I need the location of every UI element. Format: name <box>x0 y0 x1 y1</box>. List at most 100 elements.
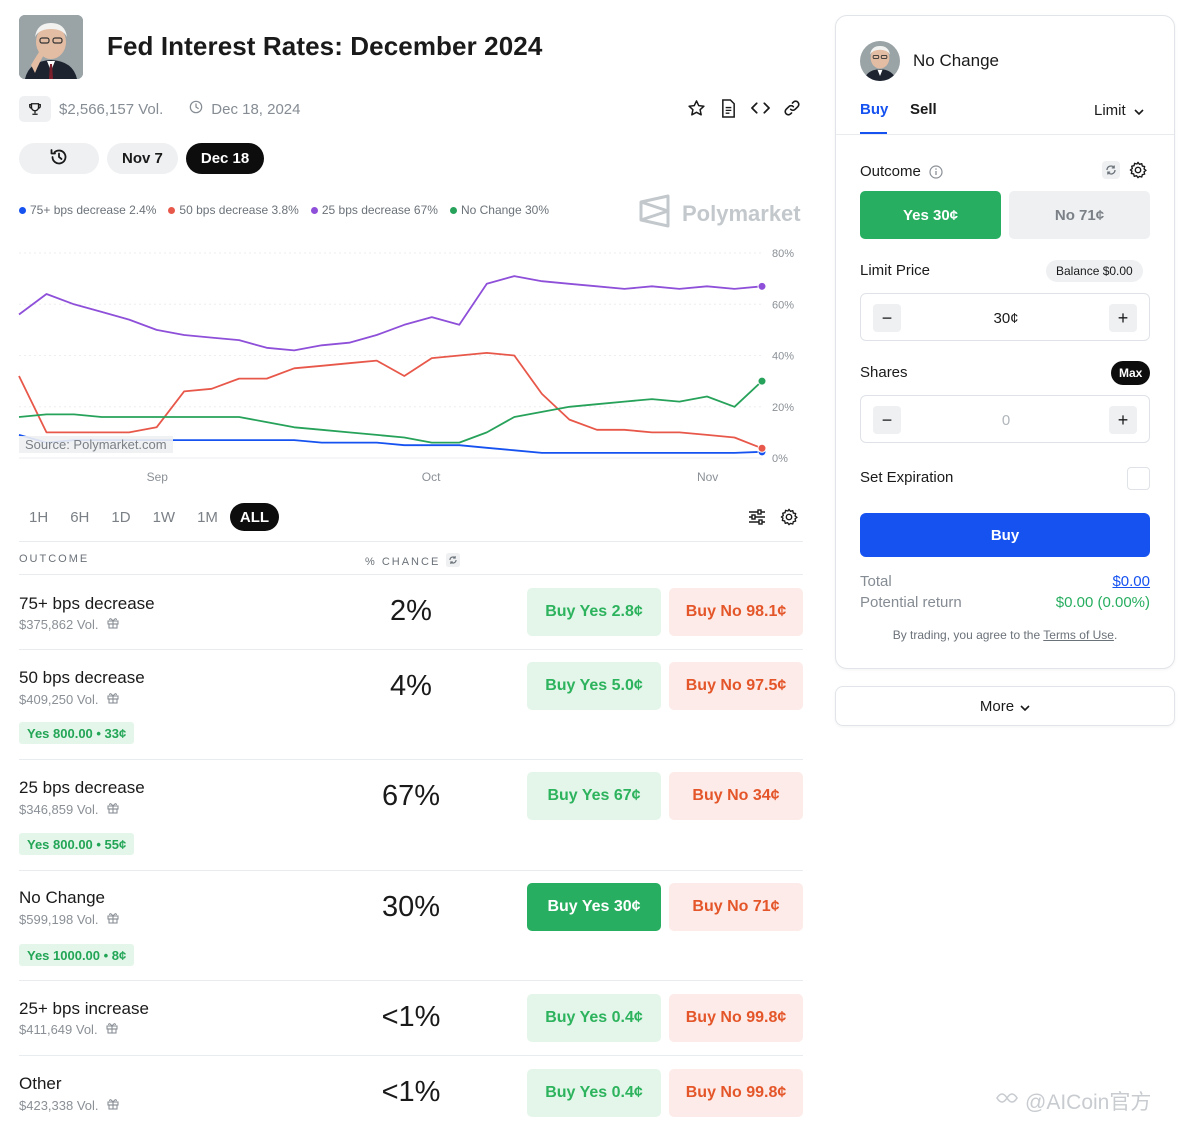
refresh-icon[interactable] <box>1102 161 1120 184</box>
tab-buy[interactable]: Buy <box>860 101 889 118</box>
date-pill-nov-7[interactable]: Nov 7 <box>107 143 178 174</box>
y-tick-label: 80% <box>772 248 794 260</box>
outcome-chance: 67% <box>381 780 441 812</box>
panel-title: No Change <box>913 51 1000 70</box>
outcome-volume: $346,859 Vol. <box>19 802 119 817</box>
decrease-price-button[interactable]: − <box>873 304 901 332</box>
terms-notice: By trading, you agree to the Terms of Us… <box>892 628 1118 642</box>
corner-watermark: @AICoin官方 <box>995 1086 1151 1116</box>
series-end-point <box>757 376 767 386</box>
expiration-toggle[interactable] <box>1127 467 1150 490</box>
more-button[interactable]: More <box>835 686 1175 726</box>
buy-no-button[interactable]: Buy No 98.1¢ <box>669 588 803 636</box>
buy-yes-button[interactable]: Buy Yes 67¢ <box>527 772 661 820</box>
star-icon[interactable] <box>686 98 706 118</box>
outcome-no-button[interactable]: No 71¢ <box>1009 191 1150 239</box>
outcomes-table: OUTCOME % CHANCE 75+ bps decrease $375,8… <box>19 541 803 1124</box>
buy-yes-button[interactable]: Buy Yes 30¢ <box>527 883 661 931</box>
buy-yes-button[interactable]: Buy Yes 2.8¢ <box>527 588 661 636</box>
code-icon[interactable] <box>750 98 770 118</box>
series-line[interactable] <box>18 352 763 450</box>
table-row[interactable]: 25+ bps increase $411,649 Vol. <1% Buy Y… <box>19 981 803 1056</box>
position-badge[interactable]: Yes 800.00 • 55¢ <box>19 833 135 855</box>
increase-price-button[interactable]: + <box>1109 304 1137 332</box>
outcome-name: Other <box>19 1074 62 1093</box>
refresh-icon[interactable] <box>446 553 461 570</box>
history-button[interactable] <box>19 143 99 174</box>
price-chart[interactable]: Sep Oct Nov 80% 60% 40% 20% 0% <box>0 240 810 490</box>
return-value: $0.00 (0.00%) <box>1055 594 1150 611</box>
series-line[interactable] <box>18 275 763 352</box>
range-6h[interactable]: 6H <box>70 508 90 526</box>
buy-no-button[interactable]: Buy No 97.5¢ <box>669 662 803 710</box>
document-icon[interactable] <box>718 98 738 118</box>
info-icon[interactable] <box>929 165 943 184</box>
buy-button[interactable]: Buy <box>860 513 1150 557</box>
shares-label: Shares <box>860 364 908 381</box>
series-line[interactable] <box>18 380 763 444</box>
range-all[interactable]: ALL <box>229 503 280 531</box>
table-row[interactable]: 25 bps decrease $346,859 Vol. Yes 800.00… <box>19 760 803 871</box>
terms-link[interactable]: Terms of Use <box>1043 628 1114 642</box>
legend-item: 25 bps decrease 67% <box>310 203 438 217</box>
buy-no-button[interactable]: Buy No 99.8¢ <box>669 1069 803 1117</box>
table-row[interactable]: 50 bps decrease $409,250 Vol. Yes 800.00… <box>19 650 803 760</box>
buy-no-button[interactable]: Buy No 34¢ <box>669 772 803 820</box>
range-1h[interactable]: 1H <box>29 508 49 526</box>
max-shares-button[interactable]: Max <box>1111 361 1151 385</box>
gear-icon[interactable] <box>779 507 799 527</box>
range-1m[interactable]: 1M <box>197 508 218 526</box>
tab-sell[interactable]: Sell <box>910 101 937 118</box>
chevron-down-icon <box>1020 698 1030 715</box>
chart-tools <box>747 507 799 527</box>
buy-no-button[interactable]: Buy No 71¢ <box>669 883 803 931</box>
shares-input[interactable] <box>911 406 1101 434</box>
sliders-icon[interactable] <box>747 507 767 527</box>
position-badge[interactable]: Yes 800.00 • 33¢ <box>19 722 135 744</box>
buy-no-button[interactable]: Buy No 99.8¢ <box>669 994 803 1042</box>
gift-icon <box>106 692 119 707</box>
outcome-yes-button[interactable]: Yes 30¢ <box>860 191 1001 239</box>
date-pill-dec-18[interactable]: Dec 18 <box>185 143 265 174</box>
buy-yes-button[interactable]: Buy Yes 5.0¢ <box>527 662 661 710</box>
chart-source: Source: Polymarket.com <box>19 436 173 453</box>
clock-icon <box>189 100 203 118</box>
table-row[interactable]: 75+ bps decrease $375,862 Vol. 2% Buy Ye… <box>19 575 803 650</box>
y-tick-label: 20% <box>772 402 794 414</box>
gear-icon[interactable] <box>1129 161 1147 184</box>
outcome-tools <box>1102 161 1147 184</box>
trade-panel: No Change Buy Sell Limit Outcome Yes 30¢… <box>835 15 1175 669</box>
link-icon[interactable] <box>782 98 802 118</box>
gift-icon <box>106 617 119 632</box>
range-1w[interactable]: 1W <box>152 508 176 526</box>
buy-yes-button[interactable]: Buy Yes 0.4¢ <box>527 994 661 1042</box>
market-avatar <box>19 15 83 79</box>
gift-icon <box>106 1022 118 1037</box>
legend-item: 50 bps decrease 3.8% <box>168 203 299 217</box>
polymarket-watermark: Polymarket <box>638 194 801 234</box>
outcome-name: 75+ bps decrease <box>19 594 155 613</box>
increase-shares-button[interactable]: + <box>1109 406 1137 434</box>
column-outcome: OUTCOME <box>19 553 90 565</box>
order-type-select[interactable]: Limit <box>1094 102 1144 119</box>
trophy-icon[interactable] <box>19 96 51 122</box>
watermark-icon <box>995 1088 1021 1114</box>
balance-badge: Balance $0.00 <box>1046 260 1143 282</box>
limit-price-input[interactable] <box>911 304 1101 332</box>
buy-yes-button[interactable]: Buy Yes 0.4¢ <box>527 1069 661 1117</box>
x-tick-label: Sep <box>147 470 169 484</box>
time-range-selector: 1H 6H 1D 1W 1M ALL <box>19 503 280 531</box>
table-row[interactable]: Other $423,338 Vol. <1% Buy Yes 0.4¢ Buy… <box>19 1056 803 1124</box>
table-row[interactable]: No Change $599,198 Vol. Yes 1000.00 • 8¢… <box>19 871 803 981</box>
market-meta: $2,566,157 Vol. Dec 18, 2024 <box>19 95 301 123</box>
position-badge[interactable]: Yes 1000.00 • 8¢ <box>19 944 135 966</box>
outcome-volume: $409,250 Vol. <box>19 692 119 707</box>
polymarket-logo-icon <box>638 194 672 234</box>
total-value: $0.00 <box>1112 573 1150 590</box>
decrease-shares-button[interactable]: − <box>873 406 901 434</box>
gift-icon <box>106 802 119 817</box>
range-1d[interactable]: 1D <box>111 508 131 526</box>
y-tick-label: 0% <box>772 453 788 465</box>
panel-avatar <box>860 41 900 81</box>
gift-icon <box>106 912 119 927</box>
